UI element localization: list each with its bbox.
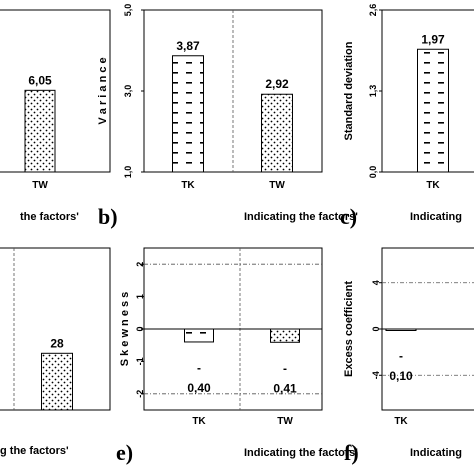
y-tick-label: 1,3 xyxy=(368,85,378,98)
y-tick-label: 4 xyxy=(371,280,381,285)
bar-tk xyxy=(385,328,417,331)
bar-tw xyxy=(270,328,300,343)
bar-tk xyxy=(417,48,449,173)
chart-panel-2: 1,0 3,0 5,0 V a r i a n c e 3,87 TK 2,92 TW b) In… xyxy=(97,4,358,229)
y-axis-label: Standard deviation xyxy=(343,41,355,140)
y-tick-label: -2 xyxy=(135,390,145,398)
y-tick-label: -1 xyxy=(135,357,145,365)
bar-tk xyxy=(184,328,214,343)
category-label: TK xyxy=(394,416,408,427)
category-label: TK xyxy=(192,416,206,427)
data-label: 2,92 xyxy=(265,77,289,91)
y-tick-label: 0 xyxy=(371,326,381,331)
y-tick-label: 0,0 xyxy=(368,166,378,179)
chart-panel-1: 6,05 TW the factors' xyxy=(0,9,111,223)
bar-series xyxy=(41,352,73,411)
category-label: TK xyxy=(181,180,195,191)
bar-tw xyxy=(24,89,56,173)
data-label: 0,41 xyxy=(273,381,297,395)
y-axis-label: V a r i a n c e xyxy=(97,57,109,124)
bar-tw xyxy=(261,93,293,173)
category-label: TK xyxy=(426,180,440,191)
panel-caption: Indicating the factors' xyxy=(244,447,358,459)
y-tick-label: 0 xyxy=(135,326,145,331)
panel-caption: Indicating the factors' xyxy=(244,211,358,223)
data-label-sign: - xyxy=(399,349,403,363)
y-axis-label: S k e w n e s s xyxy=(119,292,131,367)
category-label: TW xyxy=(269,180,285,191)
y-tick-label: -4 xyxy=(371,371,381,379)
panel-caption: Indicating xyxy=(410,211,462,223)
y-tick-label: 2 xyxy=(135,262,145,267)
data-label: 0,40 xyxy=(187,381,211,395)
y-axis-label: Excess coefficient xyxy=(343,281,355,377)
panel-letter: e) xyxy=(116,440,133,465)
panel-letter: c) xyxy=(340,204,357,229)
category-label: TW xyxy=(277,416,293,427)
data-label-sign: - xyxy=(197,361,201,375)
panel-letter: f) xyxy=(344,440,359,465)
data-label: 0,10 xyxy=(389,369,413,383)
panel-caption: the factors' xyxy=(20,211,79,223)
data-label-sign: - xyxy=(283,361,287,375)
y-tick-label: 3,0 xyxy=(123,85,133,98)
panel-caption: Indicating xyxy=(410,447,462,459)
chart-panel-6: -4 0 4 Excess coefficient - 0,10 TK f) Indicatin… xyxy=(343,247,474,465)
data-label: 28 xyxy=(50,336,64,350)
data-label: 3,87 xyxy=(176,39,200,53)
category-label: TW xyxy=(32,180,48,191)
data-label: 6,05 xyxy=(28,73,52,87)
panel-letter: b) xyxy=(98,204,118,229)
panel-caption: g the factors' xyxy=(0,445,69,457)
y-tick-label: 5,0 xyxy=(123,4,133,17)
y-tick-label: 2,6 xyxy=(368,4,378,17)
chart-panel-5: -2 -1 0 1 2 S k e w n e s s - 0,40 TK - 0,41 TW e) In… xyxy=(116,247,358,465)
data-label: 1,97 xyxy=(421,32,445,46)
chart-panel-3: 0,0 1,3 2,6 Standard deviation 1,97 TK c) Indic… xyxy=(340,4,474,229)
y-tick-label: 1 xyxy=(135,294,145,299)
bar-tk xyxy=(172,55,204,173)
y-tick-label: 1,0 xyxy=(123,166,133,179)
chart-panel-4: 28 g the factors' xyxy=(0,247,111,457)
